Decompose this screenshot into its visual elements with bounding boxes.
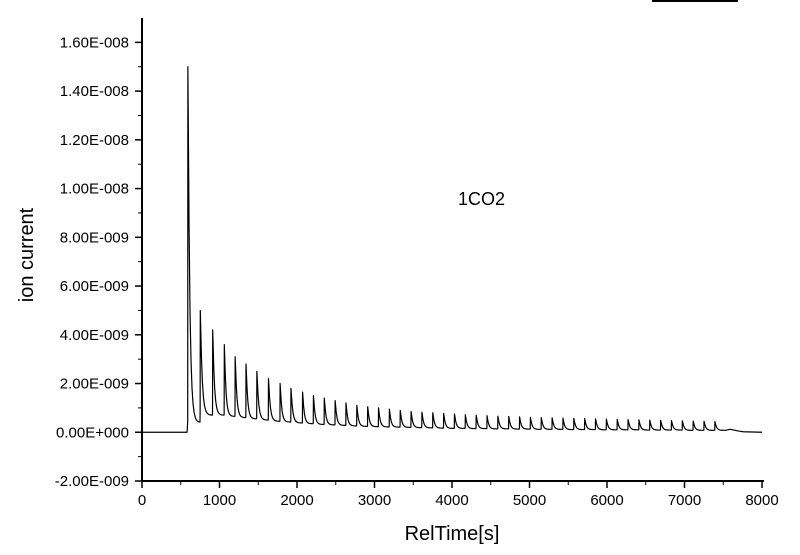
x-tick-label: 8000	[745, 492, 778, 509]
series-line	[142, 66, 763, 433]
y-tick-label: 1.60E-008	[60, 34, 129, 51]
y-tick-label: 6.00E-009	[60, 278, 129, 295]
x-tick-label: 0	[138, 492, 146, 509]
y-tick-label: 1.00E-008	[60, 181, 129, 198]
y-tick-label: 1.20E-008	[60, 132, 129, 149]
x-tick-label: 1000	[203, 492, 236, 509]
annotation-label: 1CO2	[458, 189, 505, 209]
x-tick-label: 6000	[590, 492, 623, 509]
x-tick-label: 5000	[513, 492, 546, 509]
ticks: 0 1000 2000 3000 4000 5000 6000 7000 8000 -2.00E-…	[55, 34, 779, 509]
x-axis-title: RelTime[s]	[405, 523, 500, 545]
y-axis-title: ion current	[16, 207, 38, 302]
y-tick-label: -2.00E-009	[55, 473, 129, 490]
y-tick-label: 0.00E+000	[56, 424, 129, 441]
y-tick-label: 4.00E-009	[60, 327, 129, 344]
axes	[141, 18, 764, 482]
y-tick-label: 1.40E-008	[60, 83, 129, 100]
x-tick-label: 3000	[358, 492, 391, 509]
x-tick-label: 2000	[280, 492, 313, 509]
x-tick-label: 4000	[435, 492, 468, 509]
y-tick-label: 8.00E-009	[60, 229, 129, 246]
x-tick-label: 7000	[668, 492, 701, 509]
series	[142, 66, 763, 433]
y-tick-label: 2.00E-009	[60, 376, 129, 393]
